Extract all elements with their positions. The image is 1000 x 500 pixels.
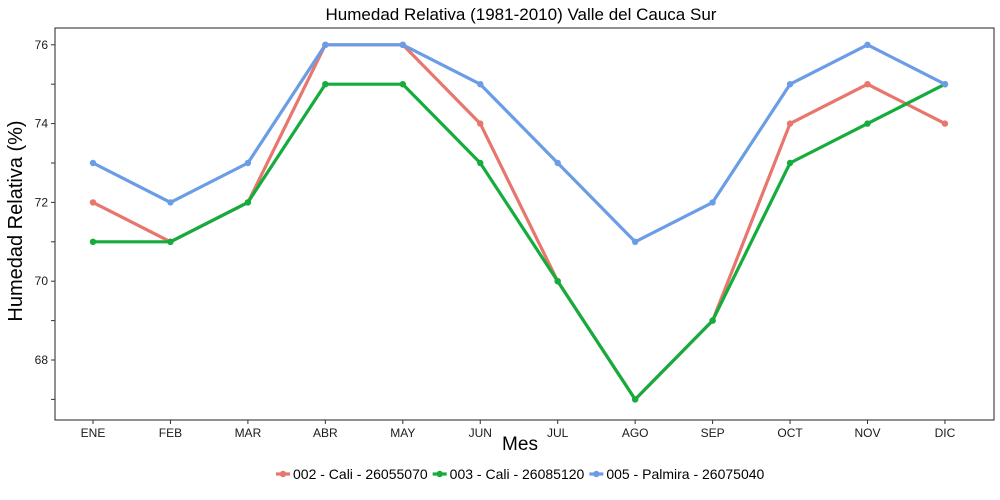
x-tick-label: FEB [159,426,182,440]
x-tick-label: JUL [547,426,569,440]
legend-label: 003 - Cali - 26085120 [450,466,585,482]
data-point [941,81,949,88]
data-point [941,120,949,127]
data-point [864,41,871,48]
data-point [322,41,329,48]
data-point [554,278,561,285]
y-tick-label: 74 [35,117,49,131]
data-point [477,120,484,127]
series-group [89,81,949,403]
data-point [709,317,716,324]
data-point [167,199,174,206]
series-group [89,41,949,245]
data-point [709,199,716,206]
data-point [554,159,561,167]
y-axis: 68 70 72 74 76 [35,38,55,400]
series-layer [89,41,949,403]
x-tick-label: MAR [235,426,262,440]
legend-swatch-point [593,470,600,478]
data-point [89,159,97,167]
data-point [244,159,252,167]
data-point [864,81,871,88]
y-tick-label: 68 [35,353,49,367]
x-tick-label: DIC [935,426,956,440]
data-point [244,199,252,206]
x-axis-title: Mes [502,434,538,455]
legend-item: 005 - Palmira - 26075040 [589,466,765,482]
data-point [322,81,329,88]
x-tick-label: OCT [777,426,803,440]
x-tick-label: SEP [701,426,725,440]
data-point [89,199,97,206]
data-point [399,81,406,88]
chart-title: Humedad Relativa (1981-2010) Valle del C… [326,5,717,24]
legend: 002 - Cali - 26055070 003 - Cali - 260851… [276,466,765,482]
x-tick-label: ENE [81,426,106,440]
data-point [631,396,639,403]
x-tick-label: JUN [469,426,492,440]
x-tick-label: NOV [854,426,880,440]
data-point [786,159,794,167]
legend-item: 003 - Cali - 26085120 [432,466,585,482]
legend-label: 002 - Cali - 26055070 [293,466,428,482]
y-tick-label: 70 [35,274,49,288]
data-point [167,238,174,245]
legend-swatch-point [279,470,287,478]
legend-item: 002 - Cali - 26055070 [276,466,428,482]
data-point [477,81,484,88]
data-point [864,120,871,127]
data-point [477,159,484,167]
x-tick-label: AGO [622,426,649,440]
y-axis-title: Humedad Relativa (%) [5,120,27,321]
series-line [91,43,947,244]
legend-swatch-point [436,470,443,478]
series-line [91,82,947,401]
x-axis: ENE FEB MAR ABR MAY JUN JUL AGO SEP OCT NOV DIC [81,420,956,440]
y-tick-label: 72 [35,195,49,209]
data-point [399,41,406,48]
x-tick-label: MAY [390,426,415,440]
legend-label: 005 - Palmira - 26075040 [606,466,764,482]
data-point [631,238,639,245]
data-point [786,120,794,127]
data-point [786,81,794,88]
y-tick-label: 76 [35,38,49,52]
x-tick-label: ABR [313,426,338,440]
data-point [89,238,97,245]
plot-panel-border [54,27,995,421]
